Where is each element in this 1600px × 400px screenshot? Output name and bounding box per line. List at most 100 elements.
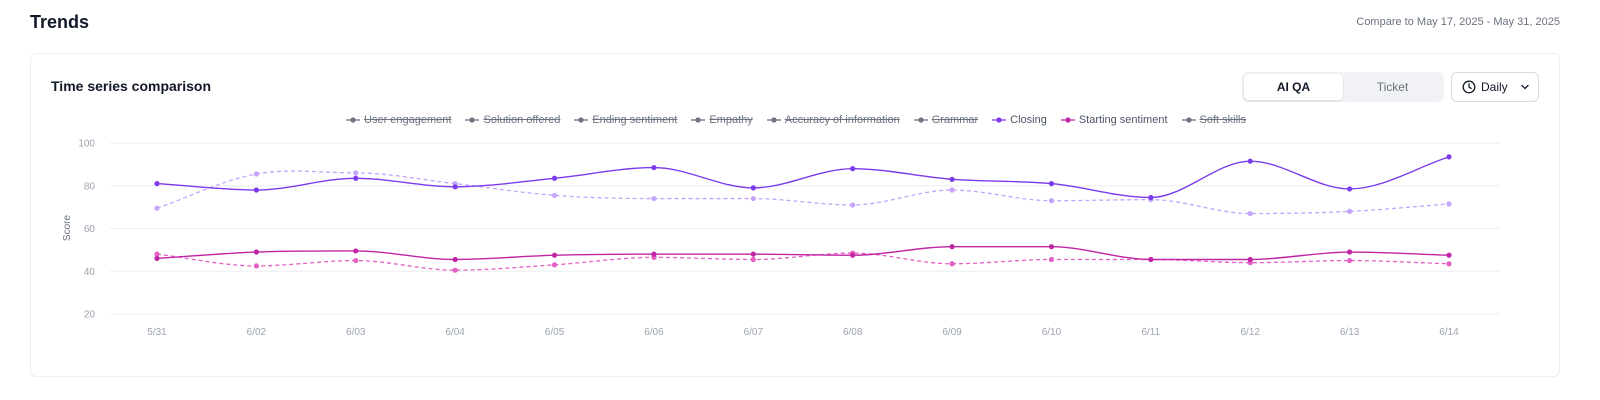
data-point-closing-compare[interactable] bbox=[850, 202, 856, 208]
legend-marker-icon bbox=[346, 117, 361, 123]
data-point-closing-compare[interactable] bbox=[651, 195, 657, 202]
legend-item-starting-sentiment[interactable]: Starting sentiment bbox=[1060, 114, 1168, 126]
data-point-closing-compare[interactable] bbox=[154, 205, 160, 211]
y-tick-label: 20 bbox=[84, 310, 96, 321]
data-point-closing-current[interactable] bbox=[651, 164, 657, 171]
legend-item-closing[interactable]: Closing bbox=[992, 114, 1047, 126]
legend-marker-icon bbox=[1181, 117, 1196, 123]
legend-item-soft-skills[interactable]: Soft skills bbox=[1181, 114, 1246, 126]
data-point-closing-compare[interactable] bbox=[1446, 201, 1452, 207]
data-point-starting-sentiment-current[interactable] bbox=[1148, 256, 1154, 263]
data-point-starting-sentiment-current[interactable] bbox=[949, 244, 955, 250]
data-point-starting-sentiment-current[interactable] bbox=[1446, 252, 1452, 258]
page-title: Trends bbox=[30, 12, 90, 32]
legend-label: Closing bbox=[1010, 114, 1047, 126]
data-point-closing-compare[interactable] bbox=[551, 192, 558, 198]
y-axis-label: Score bbox=[62, 215, 73, 242]
legend-item-empathy[interactable]: Empathy bbox=[691, 114, 753, 126]
data-point-starting-sentiment-compare[interactable] bbox=[154, 251, 160, 257]
x-tick-label: 6/07 bbox=[744, 327, 764, 338]
legend-marker-icon bbox=[992, 117, 1007, 123]
legend-item-accuracy-of-information[interactable]: Accuracy of information bbox=[766, 114, 900, 126]
x-tick-label: 6/14 bbox=[1439, 327, 1459, 338]
data-point-starting-sentiment-current[interactable] bbox=[154, 255, 160, 262]
data-point-starting-sentiment-compare[interactable] bbox=[253, 263, 259, 269]
data-point-starting-sentiment-compare[interactable] bbox=[750, 256, 756, 263]
data-point-starting-sentiment-compare[interactable] bbox=[949, 261, 955, 267]
data-point-closing-compare[interactable] bbox=[750, 195, 756, 202]
x-tick-label: 6/13 bbox=[1340, 327, 1360, 338]
toggle-ticket[interactable]: Ticket bbox=[1343, 74, 1442, 100]
y-tick-label: 100 bbox=[78, 139, 95, 150]
data-point-closing-compare[interactable] bbox=[1347, 208, 1353, 214]
x-tick-label: 6/09 bbox=[942, 327, 962, 338]
x-tick-label: 6/06 bbox=[644, 327, 664, 338]
x-tick-label: 6/05 bbox=[545, 327, 565, 338]
series-line-closing-current bbox=[156, 156, 1450, 199]
period-label: Daily bbox=[1481, 80, 1508, 94]
series-line-starting-sentiment-current bbox=[156, 245, 1450, 261]
data-point-closing-current[interactable] bbox=[1148, 194, 1154, 201]
data-point-closing-compare[interactable] bbox=[949, 187, 955, 193]
x-tick-label: 6/10 bbox=[1042, 327, 1062, 338]
data-point-starting-sentiment-compare[interactable] bbox=[1048, 256, 1055, 263]
data-point-starting-sentiment-current[interactable] bbox=[651, 251, 657, 257]
data-point-starting-sentiment-current[interactable] bbox=[850, 252, 856, 258]
data-point-closing-current[interactable] bbox=[1247, 158, 1253, 164]
legend-marker-icon bbox=[766, 117, 781, 123]
data-point-starting-sentiment-current[interactable] bbox=[1347, 249, 1353, 255]
data-point-starting-sentiment-current[interactable] bbox=[1048, 244, 1055, 250]
data-point-starting-sentiment-compare[interactable] bbox=[551, 262, 558, 268]
x-tick-label: 6/04 bbox=[445, 327, 465, 338]
x-tick-label: 6/11 bbox=[1141, 327, 1160, 338]
series-line-closing-compare bbox=[156, 170, 1450, 215]
legend-item-user-engagement[interactable]: User engagement bbox=[346, 114, 451, 126]
period-dropdown[interactable]: Daily bbox=[1451, 72, 1539, 102]
data-point-starting-sentiment-current[interactable] bbox=[551, 252, 558, 258]
data-point-closing-current[interactable] bbox=[1048, 181, 1055, 187]
data-point-closing-current[interactable] bbox=[452, 184, 458, 190]
x-tick-label: 6/03 bbox=[346, 327, 366, 338]
data-point-starting-sentiment-current[interactable] bbox=[353, 248, 359, 254]
data-point-closing-current[interactable] bbox=[253, 187, 259, 193]
data-point-starting-sentiment-current[interactable] bbox=[1247, 256, 1253, 263]
legend-item-grammar[interactable]: Grammar bbox=[913, 114, 978, 126]
legend-label: Empathy bbox=[709, 114, 753, 126]
legend-marker-icon bbox=[1060, 117, 1075, 123]
legend-item-solution-offered[interactable]: Solution offered bbox=[465, 114, 560, 126]
data-point-closing-current[interactable] bbox=[353, 175, 359, 181]
card-title: Time series comparison bbox=[51, 78, 212, 94]
data-point-closing-current[interactable] bbox=[949, 176, 955, 182]
x-tick-label: 5/31 bbox=[147, 327, 167, 338]
data-point-starting-sentiment-current[interactable] bbox=[452, 256, 458, 263]
data-point-closing-compare[interactable] bbox=[1247, 210, 1253, 217]
data-point-closing-current[interactable] bbox=[1347, 186, 1353, 192]
legend-label: Starting sentiment bbox=[1078, 114, 1168, 126]
data-point-starting-sentiment-compare[interactable] bbox=[452, 267, 458, 273]
legend-label: Accuracy of information bbox=[784, 114, 900, 126]
data-point-closing-compare[interactable] bbox=[253, 171, 259, 177]
x-tick-label: 6/08 bbox=[843, 327, 863, 338]
data-point-closing-current[interactable] bbox=[154, 181, 160, 187]
data-point-starting-sentiment-compare[interactable] bbox=[353, 257, 359, 264]
data-point-closing-current[interactable] bbox=[750, 185, 756, 191]
data-point-closing-current[interactable] bbox=[551, 175, 558, 181]
data-point-starting-sentiment-compare[interactable] bbox=[1347, 257, 1353, 264]
toggle-ai-qa[interactable]: AI QA bbox=[1244, 74, 1343, 100]
data-point-closing-compare[interactable] bbox=[1048, 198, 1055, 204]
data-point-starting-sentiment-current[interactable] bbox=[253, 249, 259, 255]
x-tick-label: 6/02 bbox=[247, 327, 267, 338]
data-point-starting-sentiment-compare[interactable] bbox=[1446, 261, 1452, 267]
data-point-closing-current[interactable] bbox=[850, 166, 856, 172]
data-point-starting-sentiment-current[interactable] bbox=[750, 251, 756, 257]
y-tick-label: 40 bbox=[84, 267, 96, 278]
legend-label: User engagement bbox=[364, 114, 452, 126]
legend-marker-icon bbox=[691, 117, 706, 123]
data-point-closing-current[interactable] bbox=[1446, 154, 1452, 160]
data-point-closing-compare[interactable] bbox=[353, 170, 359, 176]
x-tick-label: 6/12 bbox=[1240, 327, 1260, 338]
series-line-starting-sentiment-compare bbox=[156, 252, 1450, 271]
legend-item-ending-sentiment[interactable]: Ending sentiment bbox=[574, 114, 677, 126]
chart-legend: User engagement Solution offered Ending se… bbox=[31, 114, 1561, 126]
